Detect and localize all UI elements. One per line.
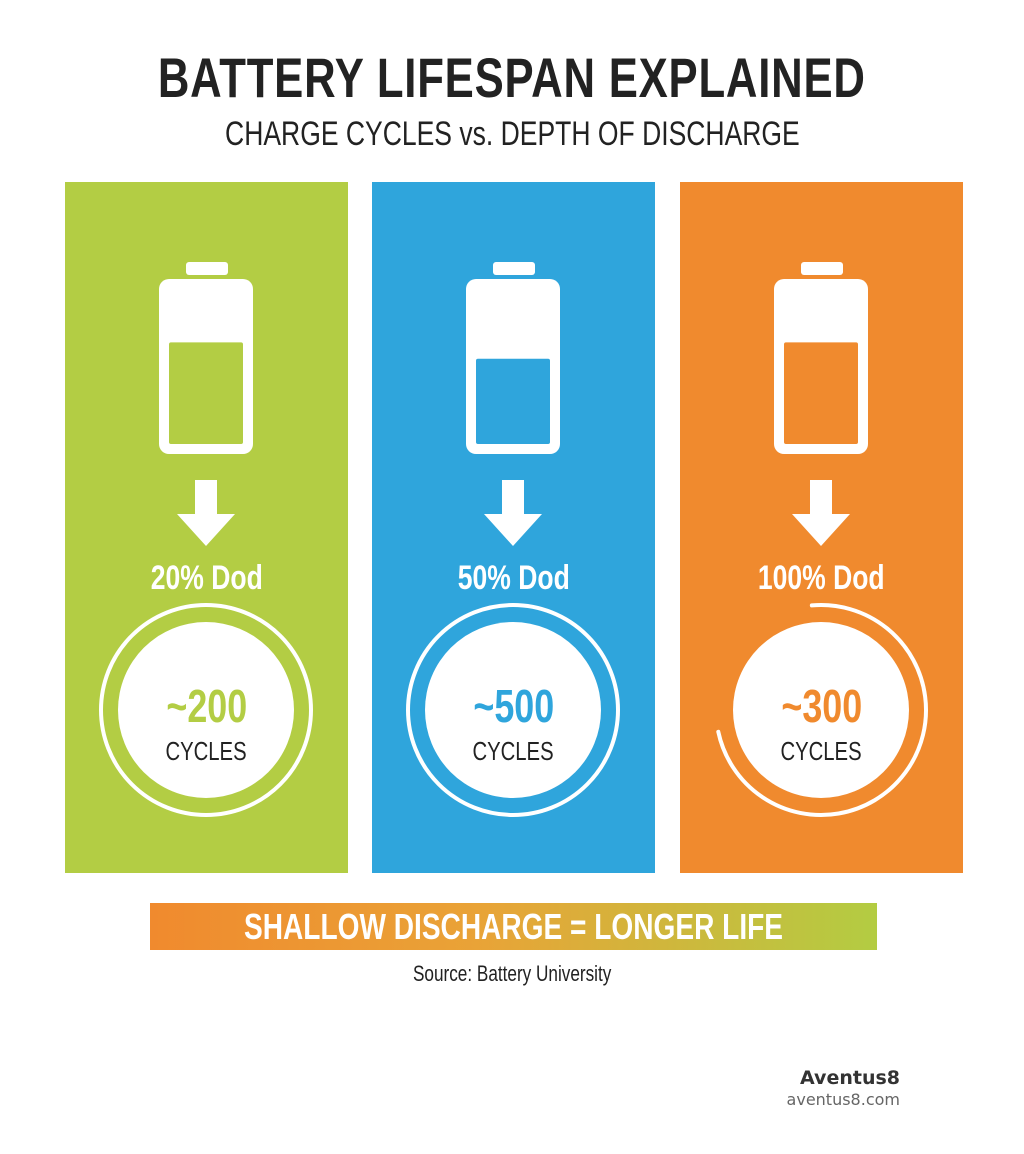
value-circle	[733, 622, 909, 798]
battery-icon	[406, 262, 620, 817]
arrow-down-icon	[484, 480, 542, 546]
panel-50-dod: 50% Dod ~500 CYCLES	[372, 182, 655, 873]
battery-icon	[99, 262, 313, 817]
cycle-unit: CYCLES	[165, 736, 248, 766]
page-title: BATTERY LIFESPAN EXPLAINED	[158, 46, 866, 109]
page-subtitle: CHARGE CYCLES vs. DEPTH OF DISCHARGE	[224, 115, 800, 153]
summary-banner: SHALLOW DISCHARGE = LONGER LIFE	[150, 903, 877, 950]
brand-logo: Aventus8 aventus8.com	[787, 1066, 900, 1110]
brand-name: Aventus8	[800, 1067, 900, 1089]
battery-icon	[716, 262, 928, 817]
battery-cap	[186, 262, 228, 275]
cycle-unit: CYCLES	[780, 736, 863, 766]
dod-label: 100% Dod	[758, 559, 885, 597]
cycle-value: ~500	[473, 680, 554, 732]
dod-label: 20% Dod	[150, 559, 263, 597]
value-circle	[425, 622, 601, 798]
panel-100-dod: 100% Dod ~300 CYCLES	[680, 182, 963, 873]
cycle-unit: CYCLES	[472, 736, 555, 766]
battery-fill	[169, 342, 243, 444]
arrow-down-icon	[792, 480, 850, 546]
battery-fill	[784, 342, 858, 444]
cycle-value: ~300	[781, 680, 862, 732]
battery-cap	[801, 262, 843, 275]
progress-ring	[99, 603, 313, 817]
panel-20-dod: 20% Dod ~200 CYCLES	[65, 182, 348, 873]
cycle-value: ~200	[166, 680, 247, 732]
source-note: Source: Battery University	[412, 961, 612, 986]
value-circle	[118, 622, 294, 798]
battery-fill	[476, 358, 550, 444]
brand-url: aventus8.com	[786, 1090, 900, 1109]
progress-ring	[716, 603, 928, 817]
arrow-down-icon	[177, 480, 235, 546]
dod-label: 50% Dod	[457, 559, 570, 597]
battery-cap	[493, 262, 535, 275]
progress-ring	[406, 603, 620, 817]
